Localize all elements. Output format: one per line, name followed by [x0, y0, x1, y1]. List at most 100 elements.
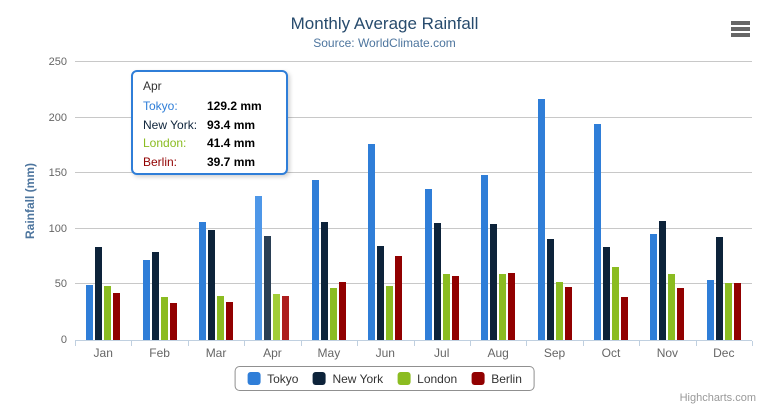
- tooltip-value: 93.4 mm: [207, 117, 256, 132]
- x-axis-label: Feb: [149, 346, 170, 360]
- tooltip-series-label: London:: [143, 136, 187, 150]
- x-axis-tick: [469, 341, 471, 346]
- chart-subtitle: Source: WorldClimate.com: [313, 36, 456, 50]
- tooltip-value: 39.7 mm: [207, 154, 256, 169]
- hamburger-menu-icon[interactable]: [728, 19, 752, 41]
- legend-item-tokyo[interactable]: Tokyo: [247, 372, 298, 386]
- x-axis-tick: [639, 341, 641, 346]
- column-tokyo-may[interactable]: [311, 179, 319, 340]
- column-berlin-apr[interactable]: [282, 295, 290, 340]
- column-berlin-sep[interactable]: [564, 287, 572, 340]
- y-axis-label: 150: [48, 167, 67, 180]
- column-tokyo-jun[interactable]: [368, 144, 376, 340]
- column-tokyo-mar[interactable]: [199, 221, 207, 340]
- x-axis-label: Dec: [713, 346, 735, 360]
- x-axis-tick: [582, 341, 584, 346]
- column-london-apr[interactable]: [273, 293, 281, 340]
- hamburger-bar: [730, 27, 750, 31]
- column-berlin-nov[interactable]: [677, 287, 685, 340]
- x-axis-label: May: [317, 346, 341, 360]
- x-axis-label: Mar: [205, 346, 227, 360]
- gridline: [75, 61, 752, 62]
- column-london-dec[interactable]: [724, 283, 732, 340]
- column-tokyo-feb[interactable]: [142, 260, 150, 340]
- gridline: [75, 172, 752, 174]
- column-berlin-jun[interactable]: [395, 256, 403, 340]
- column-tokyo-aug[interactable]: [481, 174, 489, 340]
- column-berlin-jul[interactable]: [451, 276, 459, 340]
- column-new-york-jan[interactable]: [95, 247, 103, 340]
- column-tokyo-sep[interactable]: [537, 99, 545, 340]
- legend-item-london[interactable]: London: [397, 372, 457, 386]
- y-axis-label: 50: [54, 278, 67, 291]
- column-berlin-feb[interactable]: [169, 303, 177, 340]
- column-new-york-jul[interactable]: [433, 223, 441, 340]
- x-axis-label: Aug: [487, 346, 509, 360]
- highcharts-credit[interactable]: Highcharts.com: [679, 392, 756, 404]
- column-new-york-aug[interactable]: [490, 224, 498, 340]
- x-axis-tick: [300, 341, 302, 346]
- column-new-york-may[interactable]: [320, 222, 328, 340]
- column-new-york-dec[interactable]: [715, 237, 723, 340]
- column-tokyo-jul[interactable]: [424, 189, 432, 340]
- column-new-york-mar[interactable]: [208, 230, 216, 340]
- tooltip-value: 129.2 mm: [207, 99, 262, 113]
- column-tokyo-jan[interactable]: [86, 284, 94, 340]
- x-axis-label: Sep: [543, 346, 566, 360]
- tooltip-value: 41.4 mm: [207, 136, 256, 150]
- tooltip: Apr Tokyo: 129.2 mm New York: 93.4 mm London…: [131, 70, 288, 175]
- column-berlin-may[interactable]: [338, 281, 346, 340]
- tooltip-header: Apr: [143, 79, 162, 93]
- column-berlin-oct[interactable]: [620, 296, 628, 340]
- column-london-aug[interactable]: [499, 273, 507, 340]
- gridline: [75, 116, 752, 118]
- gridline: [75, 227, 752, 229]
- column-tokyo-apr[interactable]: [255, 196, 263, 340]
- x-axis-line: [75, 340, 752, 341]
- column-berlin-aug[interactable]: [508, 272, 516, 340]
- column-london-jul[interactable]: [442, 274, 450, 340]
- tooltip-row: London: 41.4 mm: [143, 134, 276, 153]
- y-axis-label: 100: [48, 222, 67, 235]
- tooltip-series-label: Tokyo:: [143, 99, 178, 113]
- x-axis-tick: [413, 341, 415, 346]
- legend-marker: [312, 372, 326, 385]
- column-london-jan[interactable]: [104, 285, 112, 340]
- x-axis-label: Jan: [93, 346, 113, 360]
- column-london-oct[interactable]: [611, 267, 619, 340]
- column-new-york-sep[interactable]: [546, 238, 554, 340]
- column-berlin-jan[interactable]: [113, 292, 121, 340]
- y-axis-label: 0: [60, 334, 67, 346]
- legend-item-berlin[interactable]: Berlin: [471, 372, 522, 386]
- tooltip-series-label: New York:: [143, 117, 198, 132]
- legend-label: Tokyo: [267, 371, 299, 386]
- x-axis-label: Apr: [263, 346, 282, 360]
- legend-item-new-york[interactable]: New York: [312, 372, 383, 386]
- column-new-york-jun[interactable]: [377, 246, 385, 340]
- tooltip-row: Tokyo: 129.2 mm: [143, 97, 276, 116]
- y-axis-label: 250: [48, 56, 67, 68]
- tooltip-row: Berlin: 39.7 mm: [143, 153, 276, 172]
- column-new-york-feb[interactable]: [151, 252, 159, 340]
- column-new-york-nov[interactable]: [659, 221, 667, 340]
- column-london-jun[interactable]: [386, 286, 394, 340]
- column-tokyo-oct[interactable]: [593, 124, 601, 340]
- column-london-nov[interactable]: [668, 274, 676, 340]
- column-london-feb[interactable]: [160, 296, 168, 340]
- column-berlin-mar[interactable]: [226, 301, 234, 340]
- column-london-sep[interactable]: [555, 281, 563, 340]
- column-new-york-oct[interactable]: [602, 247, 610, 340]
- column-london-mar[interactable]: [217, 296, 225, 340]
- column-london-may[interactable]: [329, 287, 337, 340]
- column-berlin-dec[interactable]: [733, 283, 741, 340]
- x-axis-label: Nov: [656, 346, 679, 360]
- tooltip-rows: Tokyo: 129.2 mm New York: 93.4 mm London: 41.…: [143, 97, 276, 171]
- x-axis-tick: [526, 341, 528, 346]
- y-axis-label: 200: [48, 111, 67, 124]
- x-axis-label: Oct: [601, 346, 621, 360]
- legend-marker: [471, 372, 485, 385]
- column-tokyo-nov[interactable]: [650, 233, 658, 340]
- column-new-york-apr[interactable]: [264, 236, 272, 340]
- column-tokyo-dec[interactable]: [706, 279, 714, 340]
